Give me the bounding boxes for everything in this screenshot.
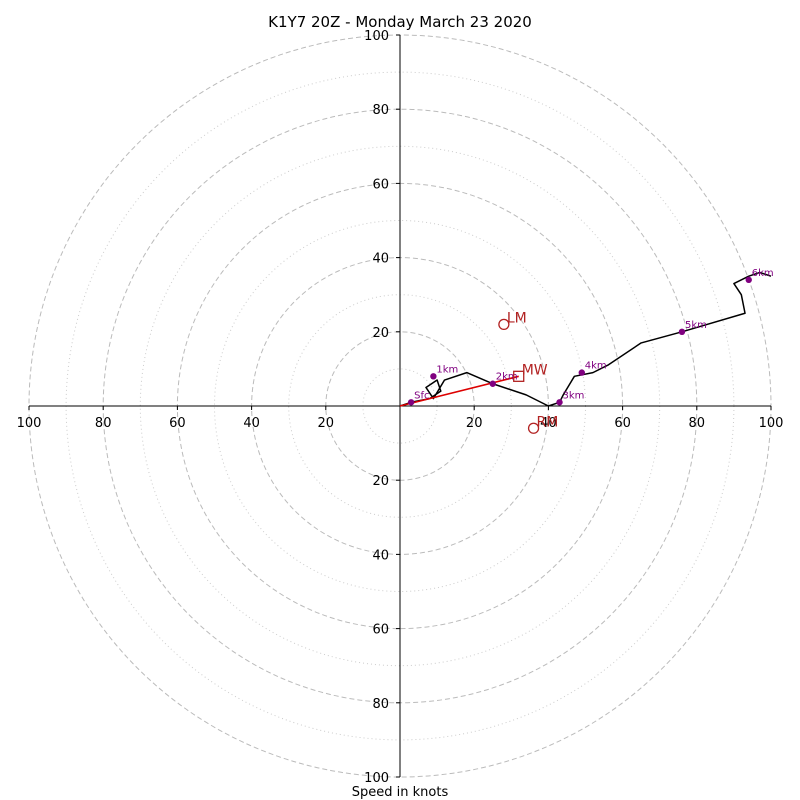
height-point-4km [578,369,585,376]
y-tick-label: 60 [372,177,389,192]
y-tick-label: 40 [372,252,389,267]
height-point-label: 1km [436,364,458,375]
x-tick-label: 60 [614,416,631,431]
height-point-label: 3km [563,390,585,401]
marker-label: MW [522,362,548,378]
x-tick-label: 100 [759,416,784,431]
mean-wind-vector [399,375,519,407]
tick-labels: 100 80 60 40 20 20 40 60 80 100 100 80 60 40 20 20 40 60 8… [17,29,784,786]
height-point-6km [745,276,752,284]
height-point-label: 6km [752,268,774,279]
x-tick-label: 80 [689,416,706,431]
x-tick-label: 80 [95,416,112,431]
y-tick-label: 80 [372,103,389,118]
marker-mw [513,370,525,382]
x-tick-label: 60 [169,416,186,431]
height-point-3km [556,399,563,406]
height-point-label: 2km [496,372,518,383]
marker-label: LM [507,310,527,326]
y-tick-label: 60 [372,623,389,638]
hodograph-trace [399,271,772,407]
x-tick-label: 100 [17,416,42,431]
x-axis-label: Speed in knots [352,785,449,800]
marker-label: RM [537,414,559,430]
height-point-sfc [407,399,415,406]
marker-rm [527,422,540,434]
height-points-layer: Sfc 1km 2km 3km 4km 5km 6km [407,268,774,406]
y-tick-label: 80 [372,697,389,712]
x-tick-label: 20 [318,416,335,431]
y-tick-label: 20 [372,326,389,341]
y-tick-label: 100 [364,771,389,786]
height-point-label: Sfc [414,390,429,401]
hodograph-trace-layer [399,271,772,407]
x-tick-label: 40 [243,416,260,431]
height-point-label: 5km [685,320,707,331]
height-point-label: 4km [585,361,607,372]
y-tick-label: 40 [372,548,389,563]
marker-lm [498,318,510,331]
height-point-1km [430,373,437,380]
storm-motion-markers: LM MW RM [498,310,559,434]
y-tick-label: 20 [372,474,389,489]
chart-title: K1Y7 20Z - Monday March 23 2020 [268,13,532,31]
x-tick-label: 40 [540,416,557,431]
x-tick-label: 20 [466,416,483,431]
height-point-2km [489,380,496,387]
height-point-5km [678,328,686,335]
y-tick-label: 100 [364,29,389,44]
